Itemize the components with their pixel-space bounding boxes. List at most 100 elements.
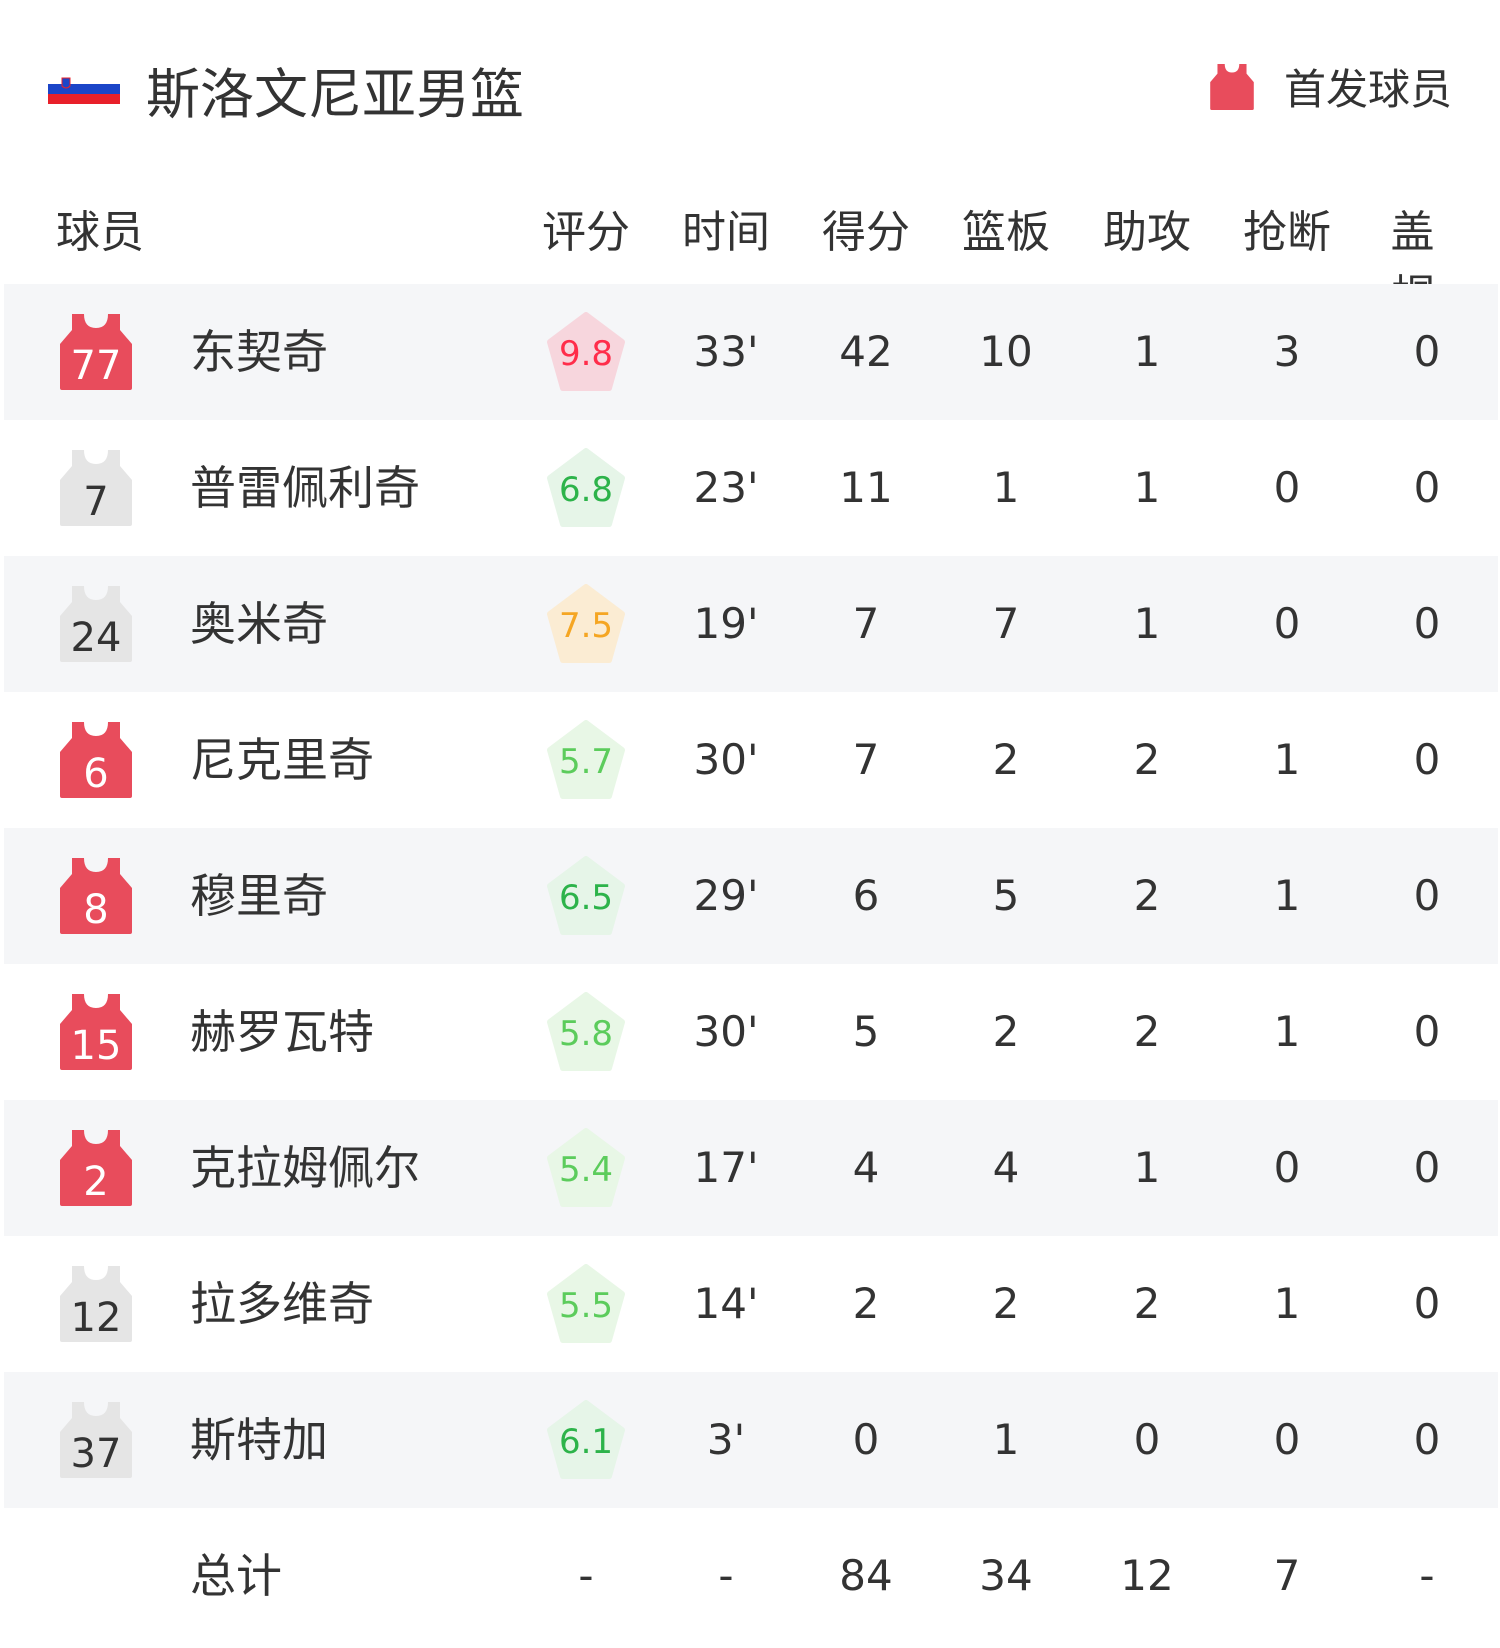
time-cell: 23'	[693, 463, 759, 512]
rating-badge: 5.5	[546, 1264, 626, 1344]
rating-badge: 6.8	[546, 448, 626, 528]
jersey-icon: 77	[60, 314, 132, 390]
time-cell: 30'	[693, 1007, 759, 1056]
rating-badge: 6.5	[546, 856, 626, 936]
rating-badge: 5.7	[546, 720, 626, 800]
jersey-number: 15	[70, 1023, 122, 1069]
table-row[interactable]: 12 拉多维奇 5.5 14' 2 2 2 1 0	[4, 1236, 1498, 1372]
col-steals: 抢断	[1243, 207, 1331, 258]
table-row[interactable]: 37 斯特加 6.1 3' 0 1 0 0 0	[4, 1372, 1498, 1508]
rebounds-cell: 2	[992, 1279, 1020, 1328]
player-name[interactable]: 赫罗瓦特	[190, 1005, 374, 1059]
rating-badge: 9.8	[546, 312, 626, 392]
steals-cell: 3	[1273, 327, 1301, 376]
player-name[interactable]: 斯特加	[190, 1413, 328, 1467]
rating-value: 5.8	[558, 1014, 614, 1054]
player-name[interactable]: 普雷佩利奇	[190, 461, 420, 515]
steals-cell: 0	[1273, 1143, 1301, 1192]
rating-value: 5.7	[558, 742, 614, 782]
steals-cell: 1	[1273, 871, 1301, 920]
points-cell: 7	[852, 735, 880, 784]
blocks-cell: 0	[1413, 1279, 1441, 1328]
jersey-number: 7	[83, 479, 109, 525]
steals-cell: 0	[1273, 1415, 1301, 1464]
points-cell: 6	[852, 871, 880, 920]
rating-value: 6.5	[558, 878, 614, 918]
jersey-icon	[1210, 63, 1254, 110]
rebounds-cell: 7	[992, 599, 1020, 648]
assists-cell: 1	[1133, 599, 1161, 648]
assists-cell: 2	[1133, 871, 1161, 920]
jersey-number: 77	[70, 343, 122, 389]
rating-value: 6.8	[558, 470, 614, 510]
assists-cell: 1	[1133, 327, 1161, 376]
rebounds-cell: 2	[992, 1007, 1020, 1056]
time-cell: 3'	[706, 1415, 746, 1464]
rating-value: 5.5	[558, 1286, 614, 1326]
blocks-cell: 0	[1413, 599, 1441, 648]
rating-value: 7.5	[558, 606, 614, 646]
totals-rebounds: 34	[979, 1551, 1033, 1600]
player-name[interactable]: 东契奇	[190, 325, 328, 379]
table-row[interactable]: 8 穆里奇 6.5 29' 6 5 2 1 0	[4, 828, 1498, 964]
rating-badge: 5.4	[546, 1128, 626, 1208]
blocks-cell: 0	[1413, 871, 1441, 920]
table-row[interactable]: 7 普雷佩利奇 6.8 23' 11 1 1 0 0	[4, 420, 1498, 556]
player-name[interactable]: 克拉姆佩尔	[190, 1141, 420, 1195]
jersey-number: 2	[83, 1159, 109, 1205]
table-row[interactable]: 15 赫罗瓦特 5.8 30' 5 2 2 1 0	[4, 964, 1498, 1100]
assists-cell: 2	[1133, 735, 1161, 784]
table-row[interactable]: 24 奥米奇 7.5 19' 7 7 1 0 0	[4, 556, 1498, 692]
totals-blocks: -	[1419, 1551, 1435, 1600]
blocks-cell: 0	[1413, 1007, 1441, 1056]
time-cell: 29'	[693, 871, 759, 920]
col-points: 得分	[822, 207, 910, 258]
jersey-number: 8	[83, 887, 109, 933]
steals-cell: 0	[1273, 463, 1301, 512]
player-name[interactable]: 尼克里奇	[190, 733, 374, 787]
points-cell: 2	[852, 1279, 880, 1328]
rebounds-cell: 1	[992, 1415, 1020, 1464]
col-rating: 评分	[542, 207, 630, 258]
rating-badge: 6.1	[546, 1400, 626, 1480]
team-title: 斯洛文尼亚男篮	[146, 63, 524, 126]
points-cell: 5	[852, 1007, 880, 1056]
time-cell: 30'	[693, 735, 759, 784]
time-cell: 14'	[693, 1279, 759, 1328]
steals-cell: 1	[1273, 1279, 1301, 1328]
starter-legend-label: 首发球员	[1283, 65, 1452, 114]
table-row[interactable]: 2 克拉姆佩尔 5.4 17' 4 4 1 0 0	[4, 1100, 1498, 1236]
assists-cell: 2	[1133, 1007, 1161, 1056]
steals-cell: 1	[1273, 735, 1301, 784]
jersey-icon: 6	[60, 722, 132, 798]
jersey-number: 12	[70, 1295, 122, 1341]
rebounds-cell: 4	[992, 1143, 1020, 1192]
blocks-cell: 0	[1413, 327, 1441, 376]
totals-label: 总计	[190, 1549, 282, 1603]
jersey-icon: 15	[60, 994, 132, 1070]
jersey-icon: 12	[60, 1266, 132, 1342]
table-row[interactable]: 6 尼克里奇 5.7 30' 7 2 2 1 0	[4, 692, 1498, 828]
table-row[interactable]: 77 东契奇 9.8 33' 42 10 1 3 0	[4, 284, 1498, 420]
time-cell: 19'	[693, 599, 759, 648]
player-name[interactable]: 奥米奇	[190, 597, 328, 651]
points-cell: 0	[852, 1415, 880, 1464]
rebounds-cell: 5	[992, 871, 1020, 920]
points-cell: 4	[852, 1143, 880, 1192]
jersey-icon: 8	[60, 858, 132, 934]
totals-assists: 12	[1120, 1551, 1174, 1600]
rebounds-cell: 1	[992, 463, 1020, 512]
player-name[interactable]: 拉多维奇	[190, 1277, 374, 1331]
col-time: 时间	[682, 207, 770, 258]
col-player: 球员	[56, 207, 144, 258]
jersey-icon: 37	[60, 1402, 132, 1478]
rebounds-cell: 2	[992, 735, 1020, 784]
player-name[interactable]: 穆里奇	[190, 869, 328, 923]
table-header: 球员 评分 时间 得分 篮板 助攻 抢断 盖帽	[0, 196, 1500, 322]
rating-badge: 5.8	[546, 992, 626, 1072]
blocks-cell: 0	[1413, 1143, 1441, 1192]
col-rebounds: 篮板	[962, 207, 1050, 258]
col-assists: 助攻	[1103, 207, 1191, 258]
rating-value: 5.4	[558, 1150, 614, 1190]
jersey-icon: 2	[60, 1130, 132, 1206]
